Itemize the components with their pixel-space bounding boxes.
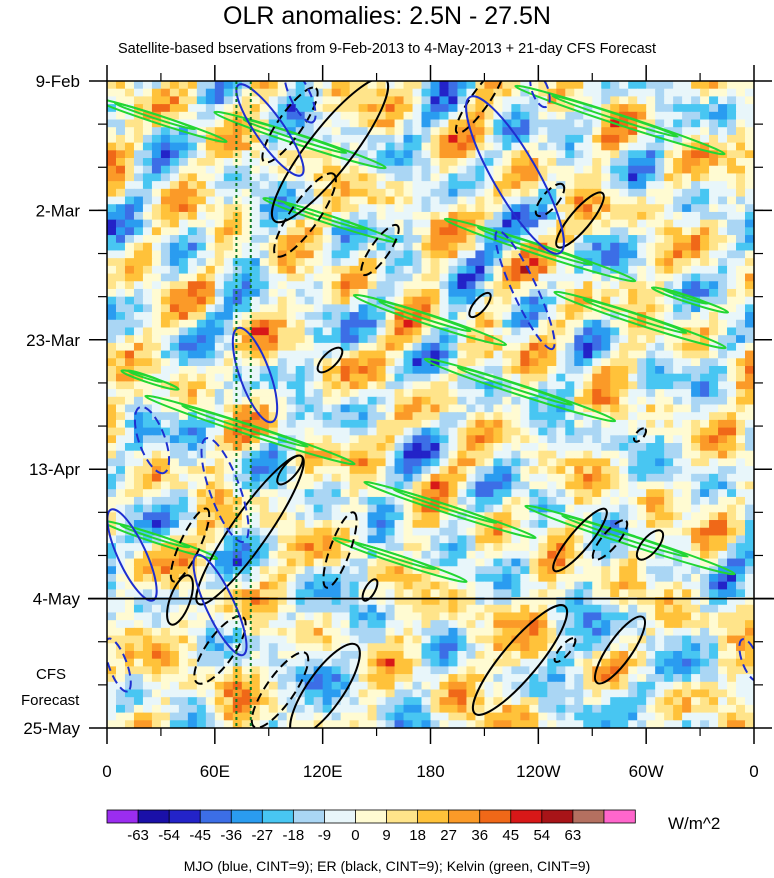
- x-tick-label-4: 120W: [516, 762, 560, 781]
- x-tick-label-1: 60E: [200, 762, 230, 781]
- colorbar-label-3: -36: [220, 827, 242, 844]
- y-tick-label-3: 13-Apr: [29, 460, 80, 479]
- colorbar-swatch-11: [448, 809, 481, 824]
- colorbar-label-0: -63: [127, 827, 149, 844]
- colorbar-label-14: 63: [565, 827, 582, 844]
- colorbar-swatch-7: [324, 809, 357, 824]
- colorbar-swatch-14: [541, 809, 574, 824]
- colorbar-label-2: -45: [189, 827, 211, 844]
- x-tick-label-5: 60W: [629, 762, 664, 781]
- y-tick-label-0: 9-Feb: [36, 72, 80, 91]
- y-tick-label-4: 4-May: [33, 590, 81, 609]
- chart-subtitle: Satellite-based bservations from 9-Feb-2…: [118, 41, 656, 57]
- colorbar-swatch-5: [261, 809, 295, 824]
- colorbar: -63 -54 -45 -36 -27 -18 -9 0 9 18 27 36 45 54 63: [106, 809, 636, 844]
- colorbar-label-5: -18: [283, 827, 305, 844]
- x-tick-label-6: 0: [749, 762, 758, 781]
- y-tick-label-2: 23-Mar: [26, 331, 80, 350]
- colorbar-swatch-2: [168, 809, 201, 824]
- colorbar-swatch-4: [230, 809, 264, 824]
- colorbar-swatch-9: [386, 809, 419, 824]
- forecast-label-line1: CFS: [36, 666, 66, 683]
- colorbar-swatch-8: [355, 809, 388, 824]
- colorbar-swatch-15: [572, 809, 605, 824]
- colorbar-swatch-12: [479, 809, 512, 824]
- colorbar-label-6: -9: [318, 827, 331, 844]
- chart-title: OLR anomalies: 2.5N - 27.5N: [223, 2, 551, 30]
- colorbar-swatch-1: [137, 809, 170, 824]
- colorbar-label-11: 36: [471, 827, 488, 844]
- axes: 9-Feb 2-Mar 23-Mar 13-Apr 4-May 25-May 0 60E 120…: [23, 65, 772, 781]
- colorbar-label-8: 9: [382, 827, 390, 844]
- y-tick-label-5: 25-May: [23, 719, 80, 738]
- colorbar-swatch-0: [106, 809, 139, 824]
- x-tick-label-0: 0: [102, 762, 111, 781]
- x-tick-label-3: 180: [416, 762, 444, 781]
- colorbar-label-4: -27: [251, 827, 273, 844]
- y-tick-label-1: 2-Mar: [36, 201, 81, 220]
- colorbar-swatch-16: [603, 809, 636, 824]
- forecast-label-line2: Forecast: [21, 692, 80, 709]
- colorbar-label-12: 45: [502, 827, 519, 844]
- colorbar-swatch-3: [199, 809, 232, 824]
- colorbar-label-13: 54: [533, 827, 550, 844]
- colorbar-swatch-10: [417, 809, 450, 824]
- colorbar-label-9: 18: [409, 827, 426, 844]
- legend-note: MJO (blue, CINT=9); ER (black, CINT=9); …: [183, 858, 591, 874]
- colorbar-swatch-13: [510, 809, 543, 824]
- olr-anomaly-field: [107, 81, 754, 728]
- colorbar-units: W/m^2: [668, 814, 721, 833]
- colorbar-label-1: -54: [158, 827, 180, 844]
- colorbar-swatch-6: [292, 809, 326, 824]
- colorbar-label-10: 27: [440, 827, 457, 844]
- colorbar-label-7: 0: [351, 827, 359, 844]
- x-tick-label-2: 120E: [303, 762, 343, 781]
